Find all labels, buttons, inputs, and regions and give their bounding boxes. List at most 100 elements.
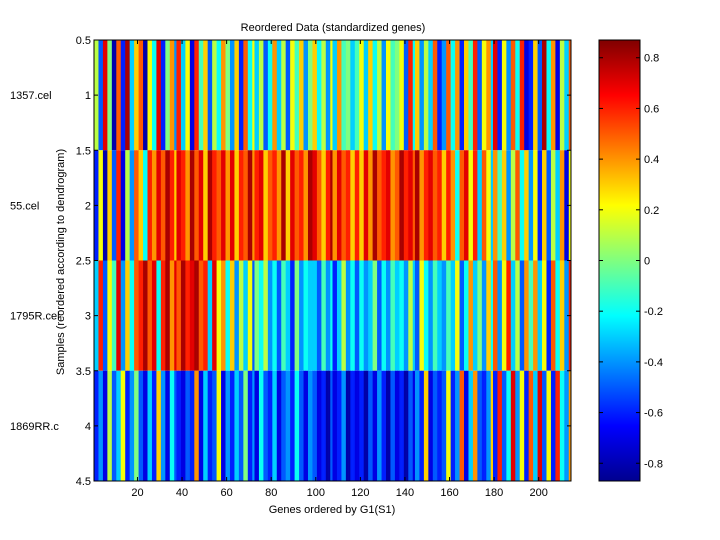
heatmap-cell [336,260,340,371]
heatmap-cell [263,40,266,151]
heatmap-cell [354,40,358,151]
heatmap-cell [334,370,338,481]
heatmap-cell [542,150,545,261]
heatmap-cell [550,150,554,261]
heatmap-cell [111,260,115,371]
heatmap-cell [212,150,215,261]
sample-label: 1795R.cel [10,311,60,323]
heatmap-cell [479,370,483,481]
heatmap-cell [218,370,222,481]
heatmap-cell [524,370,527,481]
heatmap-cell [254,150,258,261]
heatmap-cell [412,40,416,151]
heatmap-cell [513,370,516,481]
heatmap-cell [178,150,182,261]
heatmap-cell [457,150,460,261]
x-tick-label: 60 [220,487,232,499]
heatmap-cell [508,150,512,261]
heatmap-cell [316,40,320,151]
heatmap-cell [203,40,206,151]
heatmap-cell [207,40,211,151]
heatmap-cell [557,150,561,261]
heatmap-cell [517,370,521,481]
heatmap-cell [232,260,235,371]
heatmap-cell [274,150,278,261]
heatmap-cell [519,260,523,371]
heatmap-cell [336,150,340,261]
colorbar-tick-label: 0.8 [644,53,659,65]
heatmap-cell [368,370,371,481]
heatmap-cell [410,260,414,371]
heatmap-cell [285,150,289,261]
heatmap-cell [377,40,380,151]
heatmap-cell [401,370,405,481]
heatmap-cell [109,260,113,371]
heatmap-cell [256,260,260,371]
heatmap-cell [357,260,360,371]
heatmap-cell [408,40,411,151]
heatmap-cell [383,260,387,371]
heatmap-cell [216,260,220,371]
heatmap-cell [564,40,567,151]
heatmap-cell [515,40,518,151]
heatmap-cell [521,260,525,371]
heatmap-cell [553,40,556,151]
heatmap-cell [397,150,400,261]
heatmap-cell [363,260,367,371]
heatmap-cell [116,40,119,151]
heatmap-cell [365,370,369,481]
heatmap-cell [428,40,431,151]
heatmap-cell [392,150,396,261]
heatmap-cell [499,260,503,371]
heatmap-cell [459,260,463,371]
heatmap-cell [221,370,224,481]
heatmap-cells [94,40,572,481]
heatmap-cell [417,370,420,481]
heatmap-cell [305,370,309,481]
heatmap-cell [345,260,349,371]
heatmap-cell [504,150,507,261]
heatmap-cell [187,150,191,261]
heatmap-cell [421,150,425,261]
heatmap-cell [192,150,195,261]
heatmap-cell [332,40,336,151]
heatmap-cell [345,370,349,481]
heatmap-cell [354,150,358,261]
heatmap-cell [163,40,166,151]
heatmap-cell [254,260,258,371]
heatmap-cell [408,260,411,371]
heatmap-cell [336,370,340,481]
heatmap-cell [365,260,369,371]
heatmap-cell [305,260,309,371]
heatmap-cell [484,40,487,151]
heatmap-cell [125,260,128,371]
heatmap-cell [412,370,416,481]
heatmap-cell [526,40,529,151]
heatmap-cell [443,40,447,151]
heatmap-cell [254,40,258,151]
heatmap-cell [350,260,353,371]
heatmap-cell [169,260,173,371]
heatmap-cell [245,370,249,481]
heatmap-cell [283,260,287,371]
heatmap-cell [334,260,338,371]
heatmap-cell [167,40,171,151]
y-tick-label: 1 [85,90,91,102]
heatmap-cell [247,370,251,481]
heatmap-cell [292,370,295,481]
heatmap-cell [314,260,318,371]
heatmap-cell [339,150,342,261]
heatmap-cell [194,40,197,151]
heatmap-cell [143,40,146,151]
heatmap-cell [562,40,565,151]
heatmap-cell [136,370,139,481]
heatmap-cell [314,150,318,261]
heatmap-cell [348,150,351,261]
heatmap-cell [386,370,389,481]
heatmap-cell [401,150,405,261]
heatmap-cell [490,370,494,481]
heatmap-cell [281,40,284,151]
heatmap-cell [401,40,405,151]
heatmap-cell [140,40,144,151]
heatmap-cell [325,150,329,261]
